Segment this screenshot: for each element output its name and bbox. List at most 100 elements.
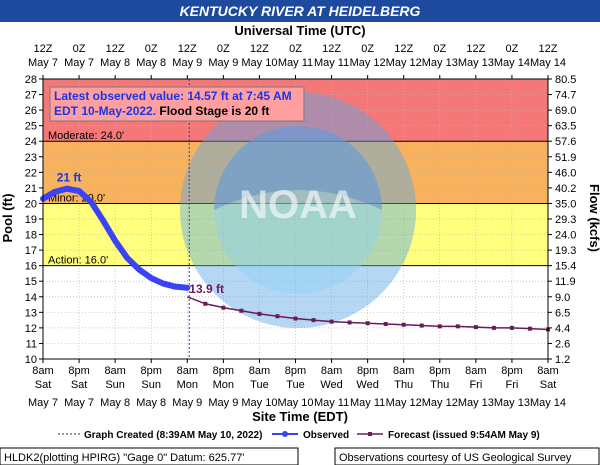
x-tick-time: 8pm bbox=[429, 365, 450, 377]
x-tick-time: 8pm bbox=[141, 365, 162, 377]
forecast-point bbox=[311, 318, 316, 323]
forecast-point bbox=[347, 320, 352, 325]
x-top-tick-time: 12Z bbox=[250, 43, 269, 55]
forecast-point bbox=[527, 326, 532, 331]
x-tick-day: Sun bbox=[105, 379, 125, 391]
forecast-point bbox=[419, 323, 424, 328]
forecast-point bbox=[473, 325, 478, 330]
x-tick-day: Sat bbox=[540, 379, 557, 391]
x-tick-time: 8pm bbox=[68, 365, 89, 377]
forecast-point bbox=[257, 311, 262, 316]
x-tick-date: May 12 bbox=[386, 397, 422, 409]
title-bar bbox=[0, 0, 600, 22]
x-top-tick-date: May 7 bbox=[64, 57, 94, 69]
forecast-point bbox=[365, 321, 370, 326]
forecast-point bbox=[203, 301, 208, 306]
x-tick-date: May 13 bbox=[458, 397, 494, 409]
watermark-seal-inner bbox=[214, 126, 382, 294]
x-tick-time: 8pm bbox=[357, 365, 378, 377]
forecast-point bbox=[275, 314, 280, 319]
x-top-tick-time: 12Z bbox=[322, 43, 341, 55]
x-tick-time: 8pm bbox=[213, 365, 234, 377]
x-top-tick-date: May 9 bbox=[208, 57, 238, 69]
y2-tick-label: 19.3 bbox=[555, 245, 576, 257]
x-tick-day: Wed bbox=[320, 379, 342, 391]
y-tick-label: 28 bbox=[25, 74, 37, 86]
y-tick-label: 10 bbox=[25, 354, 37, 366]
x-tick-date: May 9 bbox=[172, 397, 202, 409]
x-top-tick-time: 12Z bbox=[34, 43, 53, 55]
y2-tick-label: 40.2 bbox=[555, 183, 576, 195]
forecast-point bbox=[401, 322, 406, 327]
x-tick-day: Sun bbox=[141, 379, 161, 391]
x-tick-date: May 8 bbox=[136, 397, 166, 409]
note-line-2: EDT 10-May-2022. Flood Stage is 20 ft bbox=[54, 104, 269, 118]
x-top-tick-date: May 9 bbox=[172, 57, 202, 69]
noaa-watermark: NOAA bbox=[180, 92, 416, 328]
x-top-tick-date: May 11 bbox=[278, 57, 313, 69]
footer-right-box bbox=[334, 447, 600, 465]
x-tick-time: 8am bbox=[249, 365, 270, 377]
x-tick-time: 8am bbox=[177, 365, 198, 377]
x-top-tick-time: 12Z bbox=[394, 43, 413, 55]
x-top-tick-date: May 12 bbox=[386, 57, 422, 69]
y2-tick-label: 51.9 bbox=[555, 152, 576, 164]
flood-stage-labels: Moderate: 24.0'Minor: 20.0'Action: 16.0' bbox=[48, 130, 124, 266]
note-line-1: Latest observed value: 14.57 ft at 7:45 … bbox=[54, 89, 292, 103]
x-tick-day: Fri bbox=[469, 379, 482, 391]
x-tick-day: Fri bbox=[506, 379, 519, 391]
watermark-seal-outer bbox=[180, 92, 416, 328]
footer-datum: HLDK2(plotting HPIRG) "Gage 0" Datum: 62… bbox=[4, 452, 244, 464]
watermark-bird-icon bbox=[214, 126, 382, 210]
footer-left-box bbox=[0, 447, 299, 465]
latest-observation-note: Latest observed value: 14.57 ft at 7:45 … bbox=[49, 86, 305, 122]
chart-title: KENTUCKY RIVER AT HEIDELBERG bbox=[180, 3, 421, 19]
x-tick-time: 8am bbox=[321, 365, 342, 377]
x-tick-day: Tue bbox=[286, 379, 305, 391]
forecast-point bbox=[509, 325, 514, 330]
x-tick-day: Wed bbox=[356, 379, 378, 391]
forecast-point bbox=[455, 324, 460, 329]
x-top-tick-time: 12Z bbox=[178, 43, 197, 55]
x-tick-time: 8pm bbox=[501, 365, 522, 377]
x-tick-time: 8am bbox=[537, 365, 558, 377]
forecast-point bbox=[437, 324, 442, 329]
y2-tick-label: 69.0 bbox=[555, 105, 576, 117]
x-tick-day: Mon bbox=[177, 379, 198, 391]
x-tick-day: Thu bbox=[430, 379, 449, 391]
y-tick-label: 13 bbox=[25, 307, 37, 319]
x-tick-date: May 13 bbox=[494, 397, 530, 409]
forecast-point bbox=[239, 308, 244, 313]
axes: 10 11 12 13 14 15 16 17 18 19 20 21 22 23 24 25 26 27 28 1.… bbox=[25, 43, 577, 409]
y-tick-label: 14 bbox=[25, 292, 37, 304]
note-line-2-flood-stage: Flood Stage is 20 ft bbox=[156, 104, 269, 118]
forecast-point bbox=[491, 325, 496, 330]
x-tick-time: 8am bbox=[393, 365, 414, 377]
footer-source: Observations courtesy of US Geological S… bbox=[339, 452, 572, 464]
x-tick-date: May 8 bbox=[100, 397, 130, 409]
x-tick-date: May 7 bbox=[28, 397, 58, 409]
y-tick-label: 26 bbox=[25, 105, 37, 117]
y2-tick-label: 24.0 bbox=[555, 230, 576, 242]
observed-peak-label: 21 ft bbox=[57, 171, 82, 185]
forecast-point bbox=[383, 322, 388, 326]
y2-tick-label: 11.9 bbox=[555, 276, 576, 288]
forecast-point bbox=[221, 305, 226, 310]
y-tick-label: 25 bbox=[25, 121, 37, 133]
x-tick-day: Sat bbox=[35, 379, 52, 391]
x-top-tick-time: 0Z bbox=[361, 43, 374, 55]
y-tick-label: 22 bbox=[25, 167, 37, 179]
y-tick-label: 15 bbox=[25, 276, 37, 288]
y-tick-label: 12 bbox=[25, 323, 37, 335]
y-tick-label: 19 bbox=[25, 214, 37, 226]
x-top-tick-time: 12Z bbox=[539, 43, 558, 55]
x-top-tick-date: May 12 bbox=[350, 57, 386, 69]
y2-axis-title: Flow (kcfs) bbox=[587, 184, 600, 252]
legend-forecast: Forecast (issued 9:54AM May 9) bbox=[388, 430, 540, 441]
observed-line bbox=[40, 185, 191, 291]
x-tick-date: May 11 bbox=[314, 397, 349, 409]
y2-tick-label: 4.4 bbox=[555, 323, 570, 335]
forecast-start-label: 13.9 ft bbox=[189, 282, 224, 296]
x-top-tick-date: May 14 bbox=[494, 57, 530, 69]
